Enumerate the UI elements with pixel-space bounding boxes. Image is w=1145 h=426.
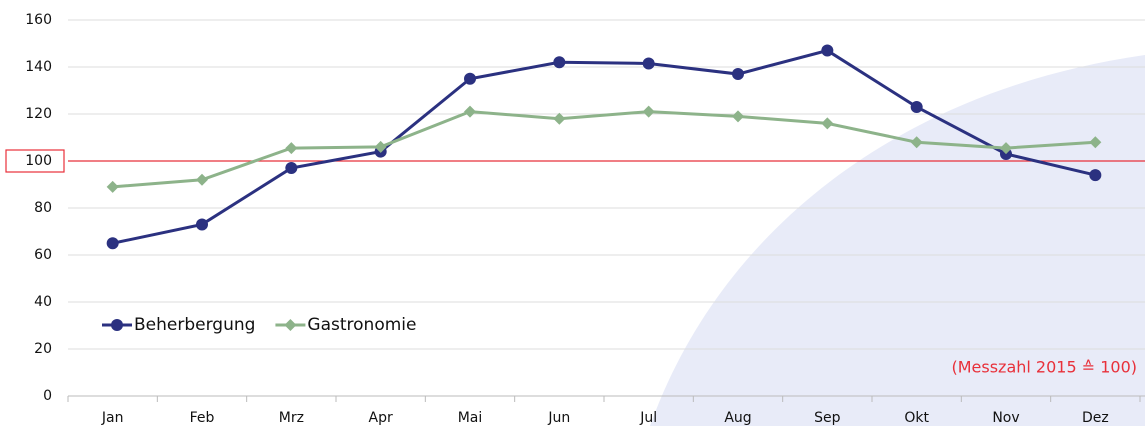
data-point (910, 100, 923, 113)
data-point (910, 136, 923, 149)
legend-marker (111, 319, 123, 331)
x-tick-label: Apr (369, 410, 393, 426)
data-point (374, 140, 387, 153)
data-point (642, 105, 655, 118)
x-tick-label: Aug (724, 410, 751, 426)
legend-label: Gastronomie (307, 315, 416, 335)
y-tick-label: 160 (25, 12, 52, 28)
data-point (106, 180, 119, 193)
data-point (285, 142, 298, 155)
data-point (464, 105, 476, 118)
series-line (112, 110, 1096, 189)
y-tick-label: 40 (34, 294, 52, 310)
x-tick-label: Mai (458, 410, 483, 426)
data-point (821, 44, 834, 57)
data-point (1089, 169, 1102, 182)
y-tick-label: 140 (25, 59, 52, 75)
data-point (553, 56, 566, 69)
y-tick-label: 120 (25, 106, 52, 122)
data-point (732, 68, 744, 81)
x-tick-label: Jun (547, 410, 570, 426)
y-tick-label: 80 (34, 200, 52, 216)
x-tick-label: Dez (1082, 410, 1109, 426)
x-tick-label: Nov (992, 410, 1019, 426)
legend-marker (284, 319, 297, 331)
reference-box (5, 149, 65, 173)
data-point (464, 72, 476, 85)
x-tick-label: Sep (814, 410, 841, 426)
data-point (642, 57, 655, 70)
data-point (553, 112, 566, 125)
data-point (1089, 136, 1102, 149)
y-tick-label: 100 (25, 153, 52, 169)
legend-label: Beherbergung (134, 315, 255, 335)
annotation: (Messzahl 2015 ≙ 100) (951, 358, 1137, 377)
x-tick-label: Jul (639, 410, 657, 426)
data-point (821, 117, 834, 130)
x-tick-label: Jan (101, 410, 124, 426)
data-point (285, 162, 298, 175)
x-tick-label: Mrz (279, 410, 304, 426)
data-point (196, 218, 208, 231)
data-point (106, 237, 119, 250)
x-tick-label: Feb (190, 410, 215, 426)
y-tick-label: 0 (43, 388, 52, 404)
data-point (732, 110, 744, 123)
y-tick-label: 20 (34, 341, 52, 357)
x-tick-label: Okt (904, 410, 929, 426)
y-tick-label: 60 (34, 247, 52, 263)
series-line (112, 48, 1096, 245)
data-point (1000, 142, 1012, 155)
data-point (196, 173, 208, 186)
